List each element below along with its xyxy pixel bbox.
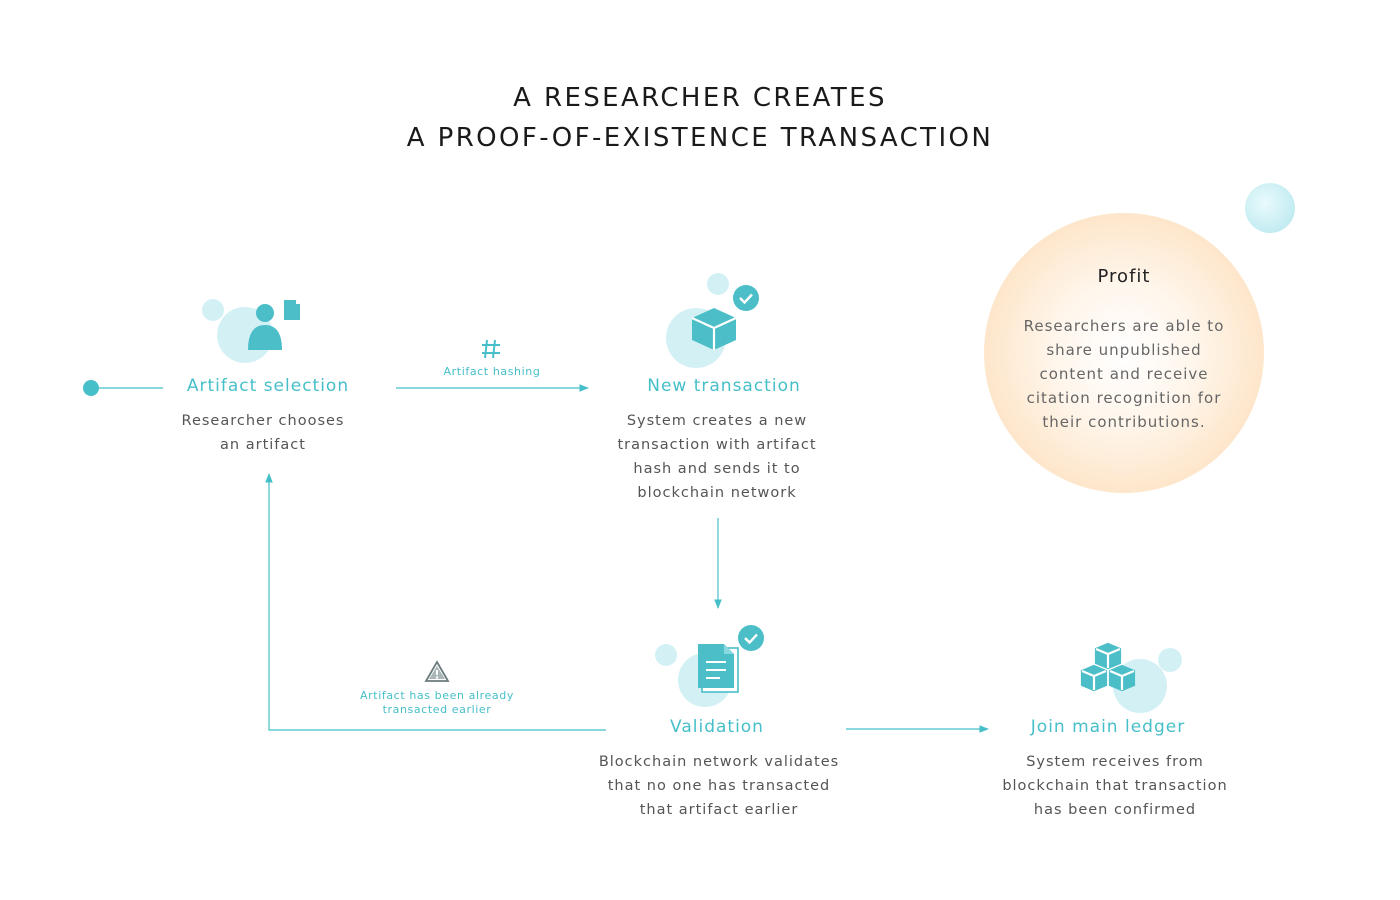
new-transaction-icon-group bbox=[666, 273, 759, 368]
step-desc-join-ledger: System receives from blockchain that tra… bbox=[1000, 750, 1230, 822]
profit-line: their contributions. bbox=[1042, 413, 1206, 431]
check-icon bbox=[733, 285, 759, 311]
profit-text: Researchers are able to share unpublishe… bbox=[984, 314, 1264, 434]
check-icon bbox=[738, 625, 764, 651]
document-icon bbox=[698, 644, 739, 693]
step-title-join-ledger: Join main ledger bbox=[1030, 717, 1186, 737]
profit-line: citation recognition for bbox=[1026, 389, 1222, 407]
edge-label-already-transacted: Artifact has been already transacted ear… bbox=[337, 689, 537, 717]
desc-line: blockchain network bbox=[637, 485, 797, 501]
decorative-bubble bbox=[1245, 183, 1295, 233]
profit-line: content and receive bbox=[1039, 365, 1209, 383]
hash-icon bbox=[482, 339, 500, 359]
desc-line: an artifact bbox=[220, 437, 306, 453]
desc-line: System creates a new bbox=[626, 413, 808, 429]
edge-label-hashing: Artifact hashing bbox=[412, 365, 572, 379]
profit-line: Researchers are able to bbox=[1023, 317, 1225, 335]
document-icon bbox=[284, 300, 300, 320]
desc-line: transaction with artifact bbox=[617, 437, 817, 453]
validation-icon-group bbox=[655, 625, 764, 707]
profit-circle bbox=[984, 213, 1264, 493]
desc-line: hash and sends it to bbox=[633, 461, 801, 477]
step-title-validation: Validation bbox=[670, 717, 764, 737]
diagram-title-line1: A RESEARCHER CREATES bbox=[513, 83, 887, 113]
blocks-icon bbox=[1080, 642, 1136, 692]
desc-line: that no one has transacted bbox=[607, 778, 831, 794]
step-desc-artifact-selection: Researcher chooses an artifact bbox=[163, 409, 363, 457]
desc-line: Researcher chooses bbox=[181, 413, 345, 429]
person-icon bbox=[248, 304, 282, 350]
desc-line: that artifact earlier bbox=[639, 802, 799, 818]
desc-line: has been confirmed bbox=[1033, 802, 1197, 818]
edge-label-hashing-text: Artifact hashing bbox=[443, 365, 541, 378]
step-title-artifact-selection: Artifact selection bbox=[186, 376, 350, 396]
edge-label-already-line: Artifact has been already bbox=[360, 689, 514, 702]
profit-title: Profit bbox=[1097, 266, 1151, 287]
step-desc-new-transaction: System creates a new transaction with ar… bbox=[607, 409, 827, 505]
diagram-title-line2: A PROOF-OF-EXISTENCE TRANSACTION bbox=[406, 123, 994, 153]
edge-label-already-line: transacted earlier bbox=[382, 703, 492, 716]
step-title-new-transaction: New transaction bbox=[647, 376, 801, 396]
warning-icon bbox=[424, 660, 450, 682]
artifact-selection-icon-group bbox=[202, 299, 300, 363]
profit-line: share unpublished bbox=[1046, 341, 1202, 359]
desc-line: blockchain that transaction bbox=[1002, 778, 1228, 794]
join-ledger-icon-group bbox=[1080, 642, 1182, 713]
step-desc-validation: Blockchain network validates that no one… bbox=[594, 750, 844, 822]
desc-line: Blockchain network validates bbox=[598, 754, 840, 770]
edge-rejected bbox=[265, 473, 606, 731]
desc-line: System receives from bbox=[1026, 754, 1204, 770]
start-node bbox=[83, 380, 99, 396]
cube-icon bbox=[691, 308, 737, 350]
